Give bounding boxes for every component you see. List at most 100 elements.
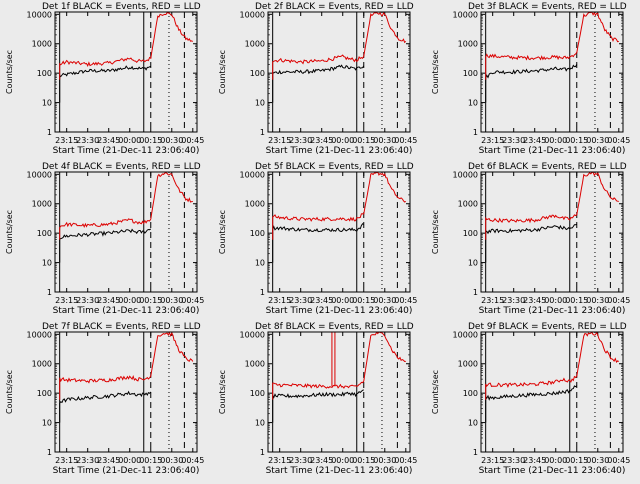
x-tick-label: 00:00 [331, 296, 354, 305]
x-tick-label: 00:00 [118, 296, 141, 305]
x-tick-label: 00:00 [544, 136, 567, 145]
y-tick-label: 10 [468, 419, 478, 428]
y-axis-label: Counts/sec [218, 210, 227, 254]
panel-title: Det 8f BLACK = Events, RED = LLD [255, 322, 414, 332]
y-tick-label: 10000 [27, 330, 52, 339]
y-tick-label: 100 [463, 69, 478, 78]
y-tick-label: 1 [473, 288, 478, 297]
y-tick-label: 1 [260, 128, 265, 137]
y-tick-label: 1000 [458, 40, 478, 49]
y-tick-label: 1000 [32, 360, 52, 369]
x-tick-label: 23:45 [310, 456, 333, 465]
x-tick-label: 00:15 [352, 296, 375, 305]
x-tick-label: 00:30 [586, 136, 609, 145]
y-axis-label: Counts/sec [218, 370, 227, 414]
plot-panel-7f: Det 7f BLACK = Events, RED = LLD Counts/s… [5, 322, 204, 476]
series-line-events [485, 385, 578, 423]
series-line-lld [59, 172, 193, 240]
y-axis-label: Counts/sec [431, 370, 440, 414]
panel-title: Det 5f BLACK = Events, RED = LLD [255, 162, 414, 172]
y-tick-label: 10000 [453, 330, 478, 339]
x-tick-label: 23:45 [523, 296, 546, 305]
y-tick-label: 1 [473, 128, 478, 137]
series-line-events [59, 65, 151, 103]
x-tick-label: 00:30 [160, 136, 183, 145]
y-tick-label: 10 [255, 419, 265, 428]
y-axis-label: Counts/sec [218, 50, 227, 94]
series-line-events [485, 223, 577, 263]
series-line-lld [59, 332, 194, 400]
x-axis-label: Start Time (21-Dec-11 23:06:40) [479, 306, 626, 316]
plot-frame [267, 331, 411, 453]
panel-title: Det 6f BLACK = Events, RED = LLD [468, 162, 627, 172]
plot-panel-4f: Det 4f BLACK = Events, RED = LLD Counts/s… [5, 162, 204, 316]
x-tick-label: 00:15 [565, 136, 588, 145]
x-tick-label: 00:45 [607, 456, 630, 465]
y-axis-label: Counts/sec [5, 210, 14, 254]
y-tick-label: 1 [47, 128, 52, 137]
x-tick-label: 23:15 [268, 136, 291, 145]
series-line-events [59, 228, 152, 263]
y-tick-label: 100 [463, 389, 478, 398]
y-tick-label: 10 [468, 99, 478, 108]
x-tick-label: 23:30 [289, 456, 312, 465]
panel-title: Det 9f BLACK = Events, RED = LLD [468, 322, 627, 332]
series-line-events [272, 223, 364, 263]
panel-title: Det 4f BLACK = Events, RED = LLD [42, 162, 201, 172]
x-tick-label: 23:45 [97, 456, 120, 465]
x-tick-label: 23:15 [481, 136, 504, 145]
x-axis-label: Start Time (21-Dec-11 23:06:40) [479, 146, 626, 156]
x-tick-label: 23:45 [310, 296, 333, 305]
y-tick-label: 10000 [240, 10, 265, 19]
x-tick-label: 23:30 [76, 296, 99, 305]
y-tick-label: 1 [260, 288, 265, 297]
x-tick-label: 23:15 [481, 296, 504, 305]
y-tick-label: 10 [468, 259, 478, 268]
x-tick-label: 00:45 [607, 136, 630, 145]
x-tick-label: 23:30 [289, 296, 312, 305]
x-tick-label: 00:30 [586, 296, 609, 305]
x-tick-label: 23:45 [523, 136, 546, 145]
x-tick-label: 00:15 [565, 296, 588, 305]
y-tick-label: 10 [255, 259, 265, 268]
y-tick-label: 10000 [27, 10, 52, 19]
series-line-lld [59, 12, 193, 80]
x-tick-label: 23:15 [268, 456, 291, 465]
x-tick-label: 00:00 [331, 136, 354, 145]
x-tick-label: 00:15 [139, 296, 162, 305]
x-tick-label: 00:45 [394, 136, 417, 145]
y-tick-label: 10000 [240, 170, 265, 179]
x-tick-label: 23:15 [55, 456, 78, 465]
series-line-lld [272, 332, 406, 400]
series-line-lld [485, 332, 619, 400]
x-tick-label: 23:15 [55, 136, 78, 145]
y-tick-label: 1 [47, 448, 52, 457]
series-spike-lld [331, 332, 336, 387]
x-tick-label: 00:15 [139, 136, 162, 145]
x-tick-label: 00:45 [607, 296, 630, 305]
plot-frame [54, 331, 198, 453]
panel-title: Det 1f BLACK = Events, RED = LLD [42, 2, 201, 12]
x-tick-label: 23:45 [97, 136, 120, 145]
x-tick-label: 00:30 [373, 296, 396, 305]
plot-frame [480, 11, 624, 133]
plot-panel-3f: Det 3f BLACK = Events, RED = LLD Counts/s… [431, 2, 630, 156]
plot-panel-8f: Det 8f BLACK = Events, RED = LLD Counts/s… [218, 322, 417, 476]
x-tick-label: 23:30 [76, 456, 99, 465]
plot-frame [480, 171, 624, 293]
y-tick-label: 10000 [27, 170, 52, 179]
x-axis-label: Start Time (21-Dec-11 23:06:40) [53, 306, 200, 316]
x-tick-label: 00:15 [139, 456, 162, 465]
x-tick-label: 00:45 [394, 296, 417, 305]
x-tick-label: 23:15 [268, 296, 291, 305]
x-tick-label: 00:15 [352, 136, 375, 145]
x-tick-label: 00:30 [160, 456, 183, 465]
y-tick-label: 10000 [453, 10, 478, 19]
plot-frame [267, 171, 411, 293]
x-axis-label: Start Time (21-Dec-11 23:06:40) [266, 146, 413, 156]
y-tick-label: 1000 [32, 200, 52, 209]
x-axis-label: Start Time (21-Dec-11 23:06:40) [53, 466, 200, 476]
y-tick-label: 10 [42, 99, 52, 108]
